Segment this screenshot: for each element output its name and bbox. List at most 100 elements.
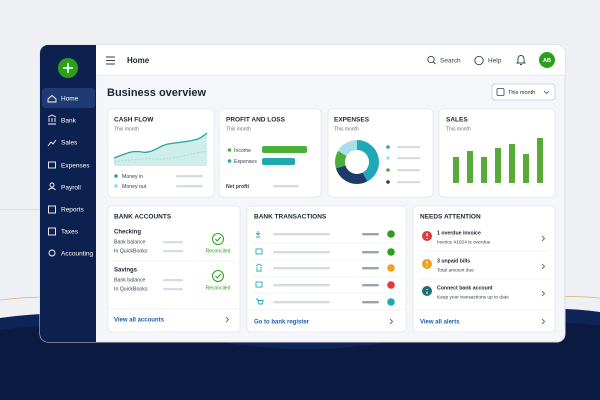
sales-icon <box>47 139 57 147</box>
total-label: Net profit <box>226 184 249 190</box>
cash-area <box>114 133 207 166</box>
status-dot <box>387 298 395 306</box>
help-icon[interactable] <box>474 55 484 66</box>
chevron[interactable] <box>541 290 546 297</box>
alert-title: 1 overdue invoice <box>437 230 481 236</box>
check-icon <box>212 233 224 245</box>
placeholder-bar <box>273 251 330 254</box>
card-title: NEEDS ATTENTION <box>420 214 481 221</box>
link[interactable]: View all accounts <box>114 318 165 324</box>
sales-bar <box>453 157 459 183</box>
section-title: Business overview <box>107 87 206 99</box>
card <box>107 205 241 333</box>
expenses-icon <box>48 161 56 169</box>
sales-bar <box>537 138 543 183</box>
chevron <box>389 318 394 325</box>
chevron <box>541 318 546 325</box>
search-label[interactable]: Search <box>440 58 461 65</box>
transaction-icon <box>256 298 264 305</box>
card-title: BANK TRANSACTIONS <box>254 214 327 221</box>
donut <box>335 140 379 184</box>
chevron[interactable] <box>541 235 546 242</box>
account-row: In QuickBooks <box>114 248 148 254</box>
placeholder-bar <box>362 267 379 270</box>
legend-dot <box>386 145 390 149</box>
payroll-icon <box>48 187 56 191</box>
payroll-icon <box>49 182 55 188</box>
page-title: Home <box>127 56 150 65</box>
legend-label: Money out <box>122 184 147 190</box>
status-dot <box>387 281 395 289</box>
nav-item[interactable]: Home <box>61 96 79 103</box>
money-in-line <box>113 132 208 159</box>
link[interactable]: View all alerts <box>420 320 460 326</box>
placeholder-bar <box>362 233 379 236</box>
avatar[interactable] <box>539 52 555 68</box>
sales-bar <box>523 154 529 183</box>
card-period: This month <box>226 126 251 132</box>
check-icon <box>212 270 224 282</box>
legend-label: Money in <box>122 174 143 180</box>
placeholder-bar <box>362 284 379 287</box>
card-title: SALES <box>446 117 468 124</box>
sales-bar <box>509 144 515 183</box>
card-period: This month <box>334 126 359 132</box>
donut-segment <box>335 140 379 184</box>
placeholder-bar <box>273 267 330 270</box>
card-title: CASH FLOW <box>114 117 154 124</box>
account-name: Checking <box>114 230 141 236</box>
nav-item[interactable]: Payroll <box>61 185 81 192</box>
nav-item[interactable]: Expenses <box>61 163 90 170</box>
placeholder-bar <box>273 185 299 188</box>
transaction-icon <box>255 231 261 238</box>
calendar-icon <box>496 88 505 96</box>
legend-dot <box>386 180 390 184</box>
help-label[interactable]: Help <box>488 58 502 65</box>
dropdown-chevron <box>543 90 550 95</box>
nav-item[interactable]: Sales <box>61 140 78 147</box>
menu-icon[interactable] <box>106 56 115 65</box>
legend-dot <box>114 174 118 178</box>
alert-icon <box>422 286 432 296</box>
nav-item[interactable]: Accounting <box>61 251 94 258</box>
nav-item[interactable]: Reports <box>61 207 85 214</box>
card-title: PROFIT AND LOSS <box>226 117 286 124</box>
avatar-initials: AB <box>543 58 551 64</box>
chevron[interactable] <box>541 263 546 270</box>
period-dropdown[interactable] <box>491 83 556 101</box>
card-title: EXPENSES <box>334 117 370 124</box>
header <box>96 45 565 75</box>
account-row: Bank balance <box>114 239 146 245</box>
nav-item[interactable]: Taxes <box>61 229 79 236</box>
expenses-bar <box>262 158 295 165</box>
card-period: This month <box>446 126 471 132</box>
placeholder-bar <box>273 233 330 236</box>
link[interactable]: Go to bank register <box>254 320 310 326</box>
transaction-icon <box>255 263 263 272</box>
placeholder-bar <box>163 288 183 291</box>
search-icon[interactable] <box>427 55 435 64</box>
transaction-icon <box>255 248 263 255</box>
legend-dot <box>386 168 390 172</box>
sales-bar <box>467 151 473 183</box>
check-icon <box>215 273 222 279</box>
legend-dot <box>386 156 390 160</box>
notifications-icon[interactable] <box>516 55 526 65</box>
alert-detail: Total amount due <box>437 267 474 273</box>
accounting-icon <box>48 249 56 257</box>
account-row: In QuickBooks <box>114 286 148 292</box>
bank-icon <box>47 114 57 125</box>
nav-item[interactable]: Bank <box>61 118 77 125</box>
donut-segment <box>335 140 379 184</box>
income-bar <box>262 146 307 153</box>
transaction-rows <box>252 230 401 306</box>
status-dot <box>387 248 395 256</box>
placeholder-bar <box>362 251 379 254</box>
legend-dot <box>227 148 232 152</box>
sidebar <box>40 45 96 342</box>
placeholder-bar <box>163 250 183 253</box>
sales-bar <box>481 157 487 183</box>
alert-detail: Keep your transactions up to date <box>437 294 509 300</box>
period-label: This month <box>508 90 535 96</box>
